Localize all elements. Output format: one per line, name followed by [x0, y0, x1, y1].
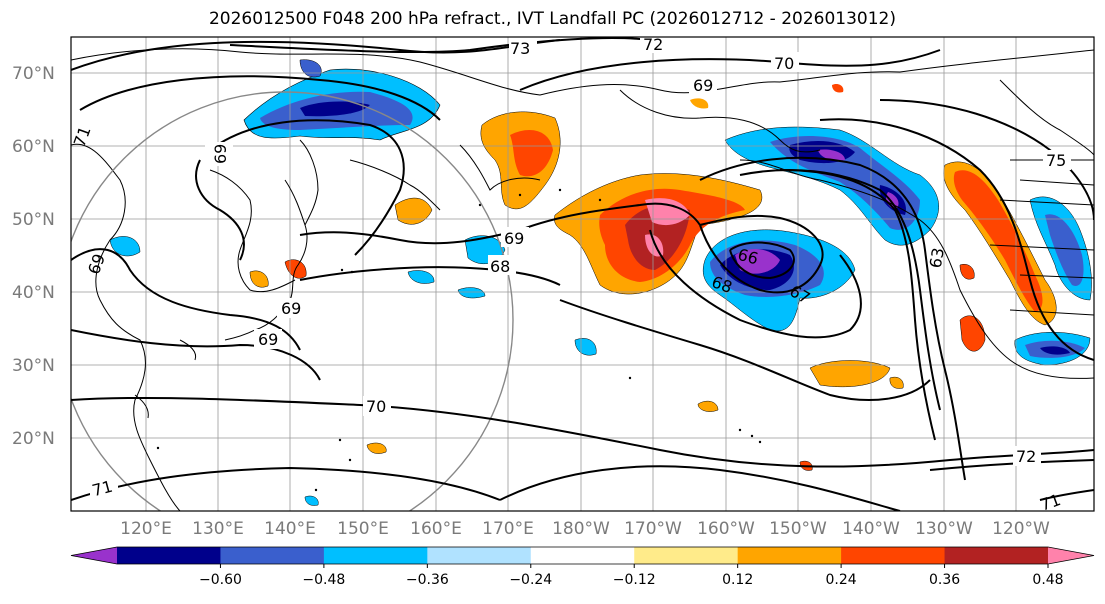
colorbar-extend-high	[1048, 547, 1094, 564]
lat-label: 20°N	[12, 429, 55, 449]
colorbar-tick-label: 0.24	[826, 572, 857, 588]
colorbar-tick-label: −0.12	[613, 572, 656, 588]
contour-label: 70	[366, 397, 386, 416]
lon-label: 140°W	[842, 519, 900, 539]
colorbar-segment	[427, 547, 532, 564]
contour-label: 72	[1016, 447, 1036, 466]
latitude-labels: 70°N 60°N 50°N 40°N 30°N 20°N	[12, 64, 55, 449]
colorbar-tick-label: 0.36	[929, 572, 960, 588]
graticule	[71, 37, 1094, 511]
lon-label: 120°W	[992, 519, 1050, 539]
radius-circle	[71, 91, 514, 511]
contour-label: 66	[736, 245, 761, 269]
lon-label: 170°W	[624, 519, 682, 539]
lon-label: 160°W	[697, 519, 755, 539]
lat-label: 70°N	[12, 64, 55, 84]
colorbar-outline	[70, 546, 1095, 565]
contour-label: 75	[1046, 151, 1066, 170]
lon-label: 130°W	[915, 519, 973, 539]
coastlines	[71, 48, 1094, 511]
contour-label: 71	[1038, 490, 1064, 515]
colorbar-segment	[117, 547, 221, 564]
contour-label: 71	[70, 124, 95, 150]
islands	[156, 188, 762, 492]
lat-label: 60°N	[12, 137, 55, 157]
contour-label: 69	[504, 229, 524, 248]
lat-label: 50°N	[12, 210, 55, 230]
colorbar-extend-low	[71, 547, 117, 564]
lon-label: 160°E	[410, 519, 462, 539]
lon-label: 130°E	[192, 519, 244, 539]
lon-label: 150°E	[337, 519, 389, 539]
colorbar-tick-label: 0.12	[722, 572, 753, 588]
colorbar-segment	[944, 547, 1049, 564]
contour-label: 72	[643, 35, 663, 54]
contour-label: 69	[693, 76, 713, 95]
lon-label: 120°E	[120, 519, 172, 539]
colorbar-tick-label: 0.48	[1032, 572, 1063, 588]
contour-label: 69	[281, 299, 301, 318]
map-area: 73 72 70 69 71 69 69 69 68 69 69 66 68 6…	[70, 35, 1094, 515]
colorbar-segment	[737, 547, 842, 564]
lat-label: 40°N	[12, 283, 55, 303]
map-frame	[70, 36, 1095, 512]
lon-label: 180°W	[552, 519, 610, 539]
lon-label: 170°E	[482, 519, 534, 539]
colorbar-segment	[634, 547, 739, 564]
contour-label: 73	[510, 39, 530, 58]
colorbar-tick-label: −0.24	[509, 572, 552, 588]
colorbar-segment	[323, 547, 428, 564]
lon-label: 140°E	[264, 519, 316, 539]
lat-label: 30°N	[12, 356, 55, 376]
contour-label: 69	[258, 330, 278, 349]
colorbar-tick-label: −0.48	[302, 572, 345, 588]
colorbar: −0.60 −0.48 −0.36 −0.24 −0.12 0.12 0.24 0.36 0.4…	[70, 546, 1095, 588]
anomaly-shading	[109, 59, 1092, 506]
contour-label: 63	[926, 246, 948, 269]
colorbar-segment	[220, 547, 325, 564]
contour-label-backgrounds	[90, 37, 1071, 498]
contour-label: 71	[90, 477, 115, 501]
colorbar-segment	[530, 547, 635, 564]
contour-label: 69	[211, 144, 230, 164]
colorbar-tick-label: −0.60	[199, 572, 242, 588]
longitude-labels: 120°E 130°E 140°E 150°E 160°E 170°E 180°…	[120, 519, 1050, 539]
map-title: 2026012500 F048 200 hPa refract., IVT La…	[208, 9, 896, 29]
lon-label: 150°W	[769, 519, 827, 539]
contour-label: 70	[774, 54, 794, 73]
colorbar-tick-label: −0.36	[406, 572, 449, 588]
colorbar-segment	[841, 547, 946, 564]
contour-label: 68	[490, 257, 510, 276]
